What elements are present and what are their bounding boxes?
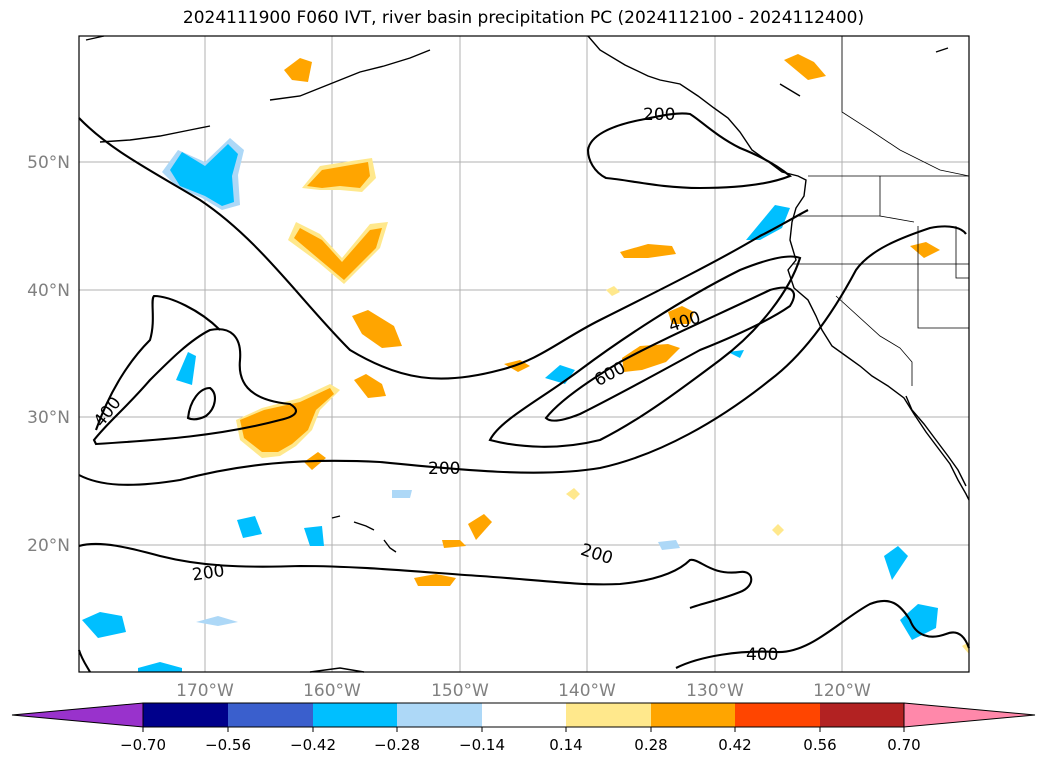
contour-label: 200 <box>428 459 460 479</box>
colorbar-segment <box>566 703 651 727</box>
shade-blob <box>237 516 262 538</box>
lon-label: 150°W <box>431 681 489 701</box>
ivt-contour <box>92 328 298 446</box>
ivt-contours <box>77 112 970 673</box>
colorbar-outline <box>142 702 905 728</box>
shade-blob <box>284 58 312 82</box>
shade-blob <box>442 540 466 548</box>
shade-blob <box>304 526 324 546</box>
shade-blob <box>910 242 940 258</box>
colorbar-tick-label: −0.42 <box>290 736 336 754</box>
ivt-contour <box>586 112 793 190</box>
colorbar-tick-label: −0.56 <box>205 736 251 754</box>
colorbar-tick-label: 0.42 <box>718 736 751 754</box>
colorbar-tick-label: 0.56 <box>803 736 836 754</box>
shade-blob <box>728 350 744 358</box>
colorbar-segment <box>228 703 313 727</box>
colorbar-segment <box>482 703 566 727</box>
shade-blob <box>294 228 382 280</box>
shade-blob <box>307 162 370 188</box>
ivt-contour <box>77 649 91 673</box>
colorbar-segment <box>735 703 820 727</box>
colorbar-segment <box>820 703 904 727</box>
contour-label: 200 <box>643 105 675 125</box>
shade-blob <box>658 540 680 550</box>
contour-label: 200 <box>191 561 226 585</box>
shade-blob <box>468 514 492 540</box>
shade-blob <box>772 524 784 536</box>
political-borders <box>792 36 970 386</box>
colorbar-segment <box>397 703 482 727</box>
lon-label: 160°W <box>303 681 361 701</box>
colorbar-over-extension <box>903 702 1036 728</box>
graticule <box>79 36 969 672</box>
shade-blob <box>354 374 386 398</box>
map-title: 2024111900 F060 IVT, river basin precipi… <box>182 8 865 28</box>
ivt-contour <box>78 225 967 486</box>
ivt-contour <box>78 542 753 609</box>
shade-blob <box>622 344 680 372</box>
colorbar-tick-label: −0.14 <box>459 736 505 754</box>
shade-blob <box>620 244 676 258</box>
shade-blob <box>170 144 238 206</box>
colorbar-tick-label: 0.70 <box>887 736 920 754</box>
coastlines <box>85 35 970 673</box>
colorbar-segment <box>651 703 735 727</box>
ivt-contour <box>675 599 970 669</box>
shade-blob <box>352 310 402 348</box>
ivt-contour <box>95 294 221 431</box>
shade-blob <box>176 352 196 385</box>
colorbar-under-extension <box>11 702 144 728</box>
contour-label: 400 <box>746 645 778 665</box>
precip-shading <box>82 54 969 672</box>
colorbar-tick-label: 0.14 <box>549 736 582 754</box>
lon-label: 130°W <box>686 681 744 701</box>
ivt-contour <box>186 386 216 421</box>
shade-blob <box>668 306 694 324</box>
colorbar-ticks <box>142 727 905 732</box>
shade-blob <box>884 546 908 580</box>
latitude-labels: 50°N 40°N 30°N 20°N <box>27 153 70 556</box>
shade-blob <box>82 612 126 638</box>
shade-blob <box>414 574 456 586</box>
shade-blob <box>240 388 334 452</box>
shade-blob <box>900 604 938 640</box>
shade-blob <box>138 662 182 672</box>
map-frame <box>78 35 970 673</box>
ivt-contour <box>78 117 809 380</box>
colorbar: −0.70 −0.56 −0.42 −0.28 −0.14 0.14 0.28 … <box>11 702 1036 754</box>
lat-label: 20°N <box>27 536 70 556</box>
lon-label: 170°W <box>176 681 234 701</box>
shade-blob <box>392 490 412 498</box>
shade-blob <box>746 205 790 240</box>
shade-blob <box>606 286 620 296</box>
lat-label: 40°N <box>27 281 70 301</box>
shade-blob <box>566 488 580 500</box>
colorbar-segment <box>143 703 228 727</box>
colorbar-tick-label: −0.28 <box>374 736 420 754</box>
lat-label: 50°N <box>27 153 70 173</box>
colorbar-tick-label: 0.28 <box>634 736 667 754</box>
ivt-contour <box>544 286 795 422</box>
shade-blob <box>196 616 238 626</box>
lon-label: 140°W <box>558 681 616 701</box>
lon-label: 120°W <box>813 681 871 701</box>
lat-label: 30°N <box>27 408 70 428</box>
colorbar-tick-label: −0.70 <box>120 736 166 754</box>
shade-blob <box>784 54 826 80</box>
colorbar-segment <box>313 703 397 727</box>
longitude-labels: 170°W 160°W 150°W 140°W 130°W 120°W <box>176 681 871 701</box>
ivt-contour <box>488 255 802 448</box>
